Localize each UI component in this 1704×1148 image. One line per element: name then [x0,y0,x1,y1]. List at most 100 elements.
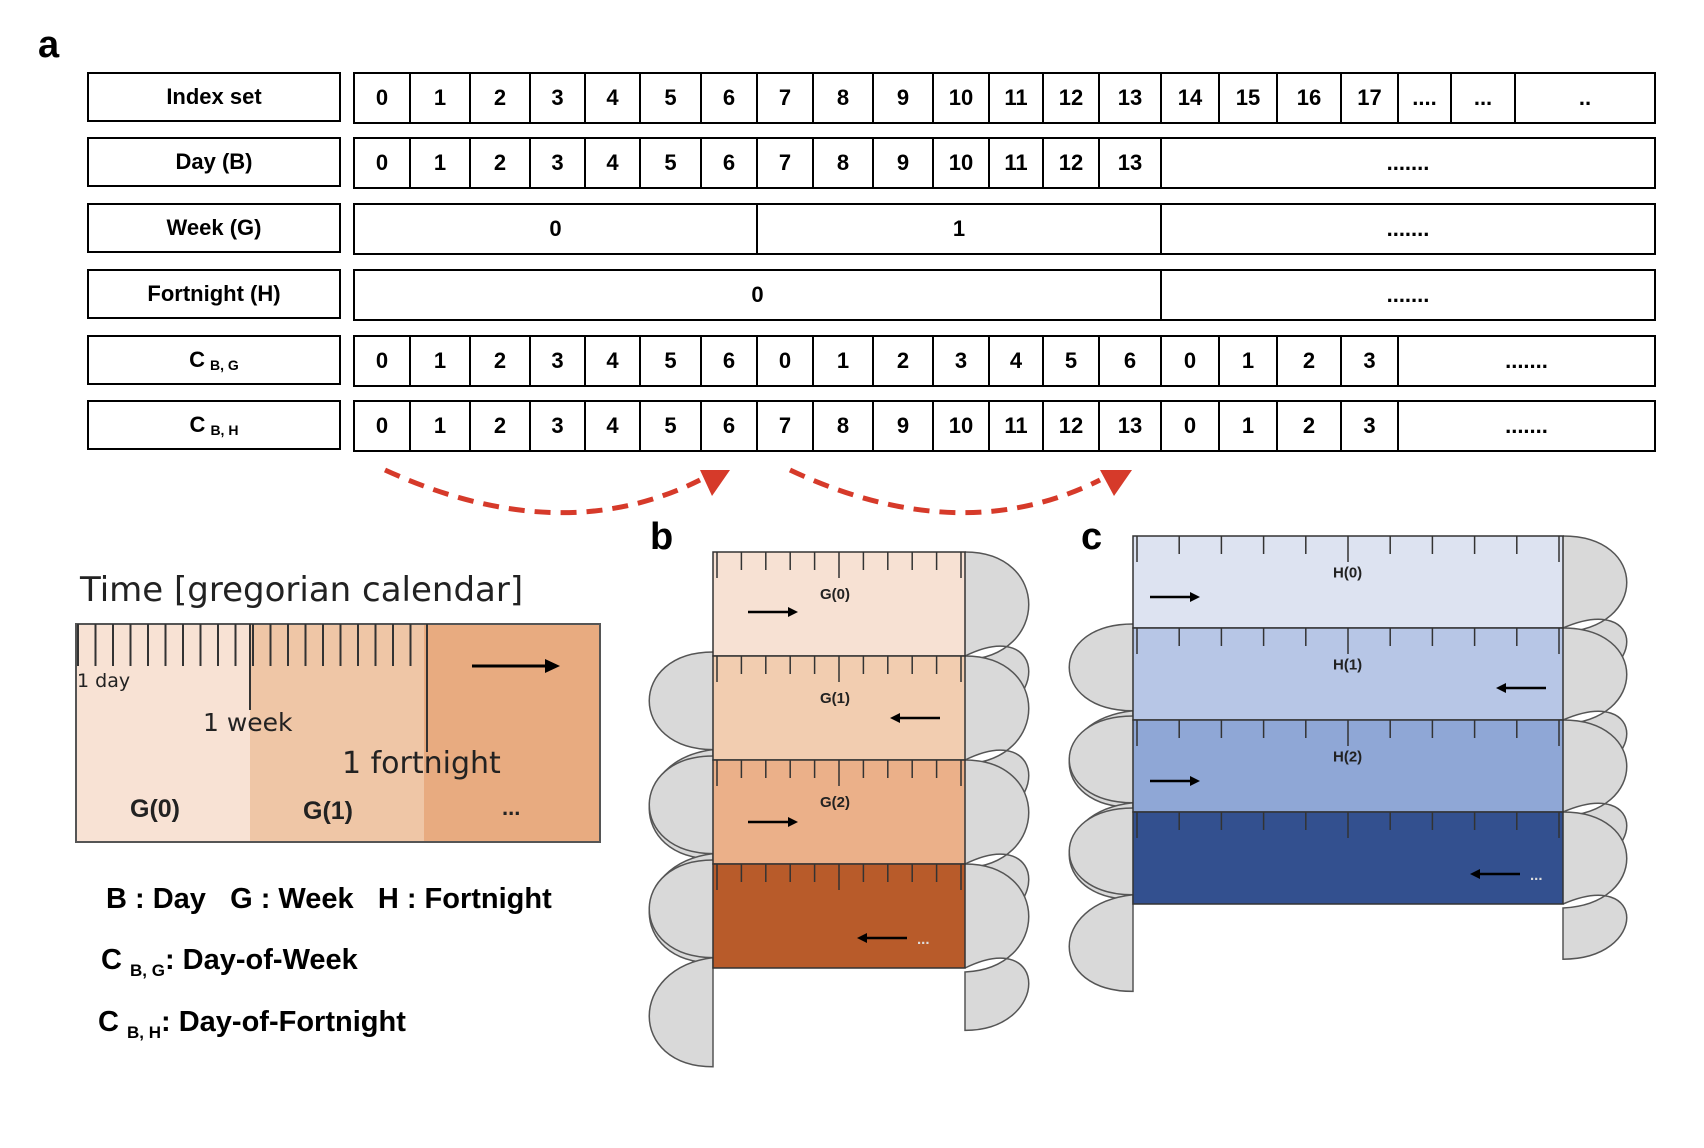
timeline-rest-segment [424,624,600,842]
table-cell: 1 [756,203,1162,255]
timeline-direction-arrowhead [545,659,560,673]
week-scroll-roll-left [648,859,714,1068]
legend-line-day-of-week: C B, G: Day-of-Week [101,944,358,981]
legend-c-symbol: C [98,1006,119,1038]
table-cell: 2 [469,137,531,189]
table-cell: 16 [1276,72,1342,124]
row-label-text: Week (G) [166,215,262,240]
table-row-label: C B, G [87,335,341,385]
table-cell: 0 [353,400,411,452]
table-cell: 10 [932,137,990,189]
table-cell: ....... [1160,269,1656,321]
timeline-fortnight-label: 1 fortnight [342,746,501,781]
table-cell: 2 [872,335,934,387]
table-cell: 3 [932,335,990,387]
fortnight-scroll-arrowhead [1470,869,1480,879]
table-cell: 5 [639,72,702,124]
table-cell: 4 [584,72,641,124]
table-cell: 6 [700,335,758,387]
fortnight-scroll-arrowhead [1496,683,1506,693]
table-cell: 8 [812,137,874,189]
table-row-label: Week (G) [87,203,341,253]
table-row-label: Fortnight (H) [87,269,341,319]
week-scroll-arrowhead [857,933,867,943]
table-cell: 9 [872,400,934,452]
table-cell: 11 [988,72,1044,124]
timeline-week0-segment [76,624,250,842]
fortnight-scroll-arrowhead [1190,776,1200,786]
table-cell: 0 [1160,400,1220,452]
fortnight-scroll-roll-left [1068,807,1134,993]
fortnight-scroll-label: H(0) [1333,564,1362,581]
legend-day-of-week-text: : Day-of-Week [164,944,358,976]
table-cell: 4 [584,335,641,387]
dashed-arrow-second-week [788,467,1102,516]
week-scroll-arrowhead [788,817,798,827]
table-cell: 3 [529,72,586,124]
row-label-text: C [189,412,206,437]
table-cell: 0 [353,203,758,255]
week-scroll-label: G(2) [820,794,850,811]
week-scroll-label: G(0) [820,586,850,603]
table-cell: 6 [700,400,758,452]
row-label-text: Day (B) [175,149,253,174]
table-cell: 5 [639,137,702,189]
arrowhead-first-week [700,470,730,496]
table-cell: 2 [469,72,531,124]
table-cell: 6 [1098,335,1162,387]
timeline-segment-g0: G(0) [130,795,180,823]
timeline-segment-g1: G(1) [303,797,353,825]
table-cell: 2 [469,335,531,387]
table-cell: 0 [353,137,411,189]
timeline-segment-more: ... [502,795,521,820]
timeline-border [75,623,601,843]
table-cell: 5 [639,400,702,452]
week-scroll-label: G(1) [820,690,850,707]
table-cell: 1 [409,400,471,452]
table-cell: ....... [1397,400,1656,452]
timeline-day-label: 1 day [77,670,131,692]
week-scroll-roll-right [964,863,1030,1032]
table-cell: 0 [353,335,411,387]
timeline-week-label: 1 week [203,708,293,737]
table-cell: ....... [1397,335,1656,387]
row-label-text: C [189,347,206,372]
timeline-title: Time [gregorian calendar] [80,570,524,610]
legend-c-subscript: B, G [130,960,165,980]
table-cell: 9 [872,72,934,124]
fortnight-scroll-arrowhead [1190,592,1200,602]
table-cell: 12 [1042,72,1100,124]
legend-c-subscript: B, H [127,1022,162,1042]
table-cell: 11 [988,137,1044,189]
legend-day-of-fortnight-text: : Day-of-Fortnight [161,1006,406,1038]
row-label-text: Fortnight (H) [147,281,281,306]
table-cell: 17 [1340,72,1399,124]
table-cell: 1 [409,72,471,124]
table-row-label: Day (B) [87,137,341,187]
week-scroll-arrowhead [890,713,900,723]
table-cell: 8 [812,72,874,124]
table-cell: 3 [529,137,586,189]
table-row-label: C B, H [87,400,341,450]
panel-label-b: b [650,516,674,558]
fortnight-scroll-label: H(1) [1333,656,1362,673]
table-cell: .. [1514,72,1656,124]
table-cell: 3 [529,400,586,452]
table-cell: ....... [1160,137,1656,189]
table-cell: 3 [1340,400,1399,452]
legend-line-granularities: B : Day G : Week H : Fortnight [106,883,552,915]
week-scroll-label: ... [917,931,930,948]
table-cell: 2 [1276,335,1342,387]
table-cell: ....... [1160,203,1656,255]
table-cell: 5 [1042,335,1100,387]
table-cell: 10 [932,400,990,452]
table-cell: 6 [700,72,758,124]
fortnight-scroll-roll-right [1562,811,1628,960]
table-cell: 11 [988,400,1044,452]
table-cell: 3 [1340,335,1399,387]
table-cell: 7 [756,72,814,124]
